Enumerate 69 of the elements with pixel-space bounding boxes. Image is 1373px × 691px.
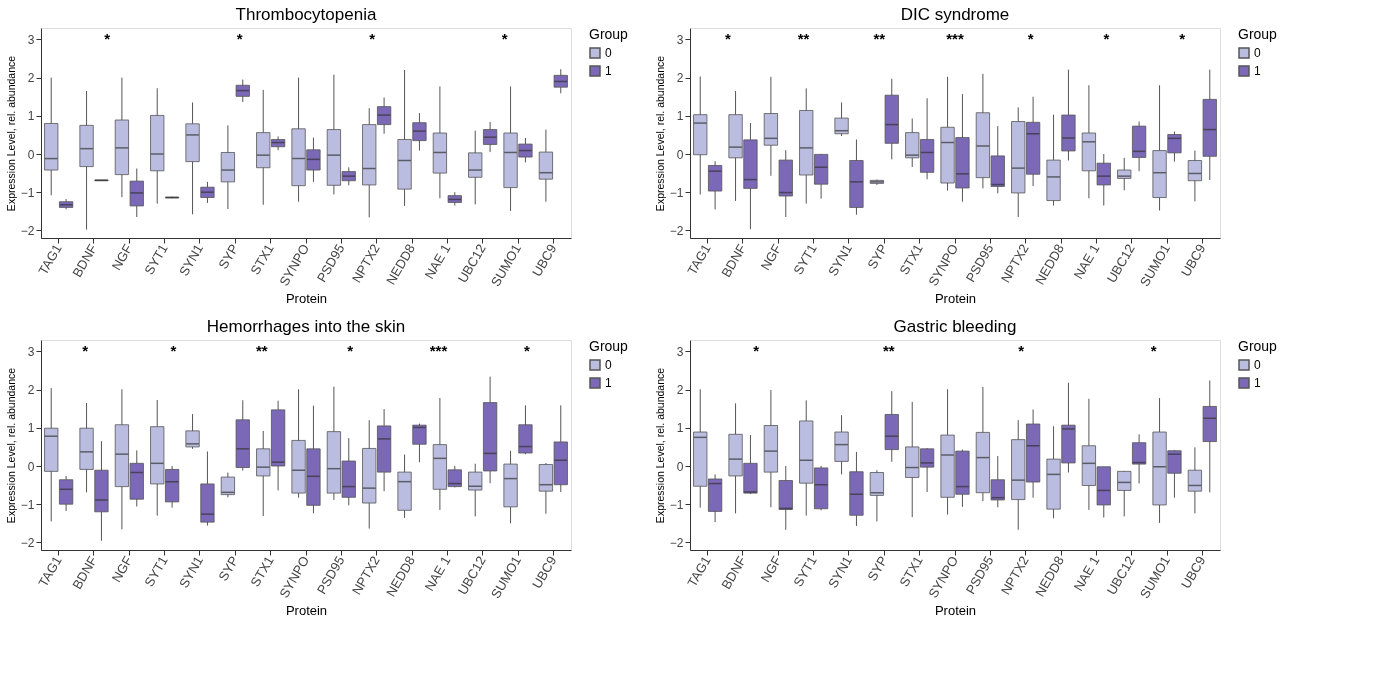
annotation: * bbox=[82, 342, 89, 359]
legend-label: 1 bbox=[1254, 64, 1261, 78]
x-axis-title: Protein bbox=[934, 291, 977, 307]
chart-title: Thrombocytopenia bbox=[235, 5, 377, 24]
annotation: * bbox=[1027, 30, 1034, 47]
chart-title: Gastric bleeding bbox=[893, 317, 1017, 336]
legend-label: 0 bbox=[605, 46, 612, 60]
y-tick-label: 2 bbox=[27, 383, 35, 398]
annotation: * bbox=[236, 30, 243, 47]
y-tick-label: 0 bbox=[676, 147, 684, 162]
annotation: ** bbox=[873, 30, 886, 47]
annotation: * bbox=[1103, 30, 1110, 47]
x-axis-title: Protein bbox=[934, 603, 977, 619]
annotation: ** bbox=[797, 30, 810, 47]
y-tick-label: 2 bbox=[27, 71, 35, 86]
annotation: * bbox=[369, 30, 376, 47]
legend-label: 0 bbox=[605, 358, 612, 372]
y-tick-label: 3 bbox=[676, 344, 684, 359]
legend-label: 1 bbox=[1254, 376, 1261, 390]
y-axis-title: Expression Level, rel. abundance bbox=[4, 55, 17, 212]
legend-label: 0 bbox=[1254, 358, 1261, 372]
y-tick-label: 0 bbox=[27, 147, 35, 162]
legend-title: Group bbox=[1238, 26, 1278, 42]
legend-title: Group bbox=[1238, 338, 1278, 354]
y-tick-label: −1 bbox=[669, 497, 684, 512]
y-tick-label: 1 bbox=[676, 421, 684, 436]
annotation: * bbox=[1179, 30, 1186, 47]
y-tick-label: −2 bbox=[20, 535, 35, 550]
legend-label: 1 bbox=[605, 376, 612, 390]
annotation: *** bbox=[946, 30, 964, 47]
annotation: * bbox=[347, 342, 354, 359]
legend-title: Group bbox=[589, 338, 629, 354]
y-tick-label: 0 bbox=[27, 459, 35, 474]
annotation: *** bbox=[429, 342, 448, 359]
x-axis-title: Protein bbox=[285, 291, 328, 307]
y-tick-label: 1 bbox=[27, 421, 35, 436]
y-tick-label: 3 bbox=[676, 32, 684, 47]
annotation: ** bbox=[882, 342, 895, 359]
annotation: * bbox=[170, 342, 177, 359]
legend-title: Group bbox=[589, 26, 629, 42]
y-tick-label: −2 bbox=[669, 223, 684, 238]
y-tick-label: −1 bbox=[20, 497, 35, 512]
y-tick-label: −2 bbox=[20, 223, 35, 238]
chart-title: Hemorrhages into the skin bbox=[206, 317, 406, 336]
annotation: * bbox=[523, 342, 530, 359]
annotation: * bbox=[501, 30, 508, 47]
y-tick-label: 2 bbox=[676, 71, 684, 86]
y-tick-label: 1 bbox=[676, 109, 684, 124]
annotation: ** bbox=[255, 342, 268, 359]
x-axis-title: Protein bbox=[285, 603, 328, 619]
y-tick-label: −1 bbox=[669, 185, 684, 200]
y-tick-label: 2 bbox=[676, 383, 684, 398]
y-tick-label: 3 bbox=[27, 344, 35, 359]
annotation: * bbox=[753, 342, 760, 359]
y-axis-title: Expression Level, rel. abundance bbox=[653, 367, 666, 524]
y-tick-label: −2 bbox=[669, 535, 684, 550]
chart-title: DIC syndrome bbox=[900, 5, 1010, 24]
y-tick-label: −1 bbox=[20, 185, 35, 200]
annotation: * bbox=[724, 30, 731, 47]
y-axis-title: Expression Level, rel. abundance bbox=[4, 367, 17, 524]
y-tick-label: 3 bbox=[27, 32, 35, 47]
legend-label: 0 bbox=[1254, 46, 1261, 60]
y-axis-title: Expression Level, rel. abundance bbox=[653, 55, 666, 212]
annotation: * bbox=[1018, 342, 1025, 359]
legend-label: 1 bbox=[605, 64, 612, 78]
y-tick-label: 0 bbox=[676, 459, 684, 474]
annotation: * bbox=[1150, 342, 1157, 359]
annotation: * bbox=[104, 30, 111, 47]
y-tick-label: 1 bbox=[27, 109, 35, 124]
